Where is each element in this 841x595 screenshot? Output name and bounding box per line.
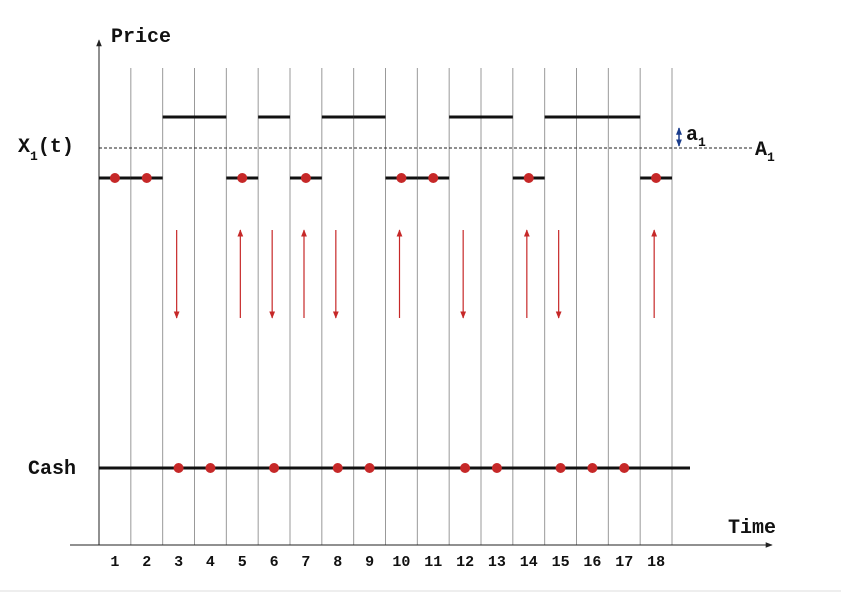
cash-dot	[173, 463, 184, 473]
asset-dot	[523, 173, 534, 183]
threshold-main: X	[18, 136, 30, 159]
period-label: 11	[424, 554, 442, 571]
cash-dot	[205, 463, 216, 473]
cash-dot	[332, 463, 343, 473]
y-axis-label: Price	[111, 26, 171, 49]
cash-dot	[269, 463, 280, 473]
level-label: A1	[755, 139, 775, 165]
period-label: 15	[552, 554, 570, 571]
offset-label: a1	[686, 124, 706, 150]
x-axis-label: Time	[728, 517, 776, 540]
period-label: 16	[583, 554, 601, 571]
period-label: 12	[456, 554, 474, 571]
period-label: 13	[488, 554, 506, 571]
period-label: 17	[615, 554, 633, 571]
period-label: 1	[110, 554, 119, 571]
cash-dot	[587, 463, 598, 473]
period-marks: 1 2 3 4 5 6 7 8 9 10 11 12 13 14 15 16 17 18	[99, 115, 672, 571]
offset-sub: 1	[698, 135, 706, 150]
asset-dot	[428, 173, 439, 183]
asset-dot	[300, 173, 311, 183]
period-label: 3	[174, 554, 183, 571]
offset-main: a	[686, 124, 698, 147]
cash-dot	[555, 463, 566, 473]
cash-dot	[491, 463, 502, 473]
cash-dot	[619, 463, 630, 473]
asset-dot	[651, 173, 662, 183]
period-label: 7	[301, 554, 310, 571]
period-lines	[98, 68, 673, 545]
cash-dot	[460, 463, 471, 473]
threshold-suffix: (t)	[38, 136, 74, 159]
period-label: 14	[520, 554, 538, 571]
period-label: 8	[333, 554, 342, 571]
period-label: 4	[206, 554, 215, 571]
period-label: 5	[238, 554, 247, 571]
period-label: 10	[392, 554, 410, 571]
asset-dot	[237, 173, 248, 183]
asset-dot	[141, 173, 152, 183]
level-sub: 1	[767, 150, 775, 165]
cash-dot	[364, 463, 375, 473]
threshold-label: X1(t)	[18, 136, 74, 164]
period-label: 9	[365, 554, 374, 571]
cash-label: Cash	[28, 458, 76, 481]
asset-dot	[396, 173, 407, 183]
threshold-sub: 1	[30, 149, 38, 164]
asset-dot	[109, 173, 120, 183]
level-main: A	[755, 139, 767, 162]
period-label: 18	[647, 554, 665, 571]
period-label: 6	[270, 554, 279, 571]
period-label: 2	[142, 554, 151, 571]
